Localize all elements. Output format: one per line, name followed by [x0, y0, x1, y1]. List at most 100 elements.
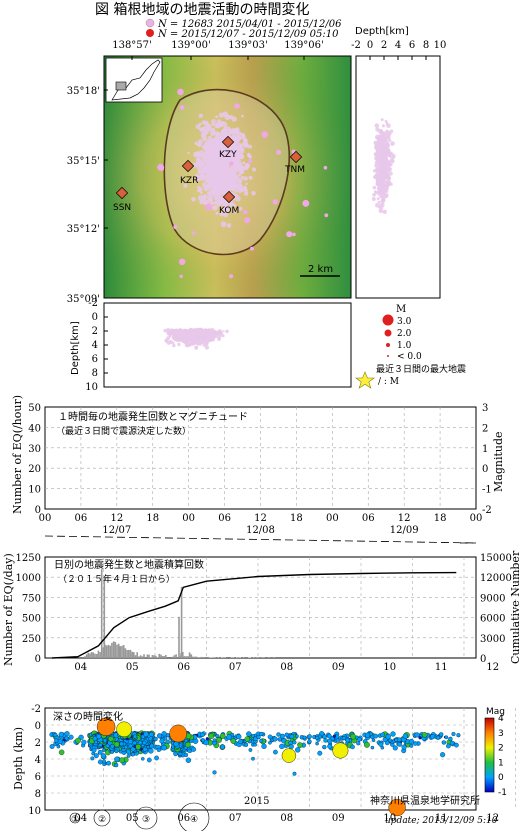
dt-ytick: 0 [35, 721, 41, 732]
daily-bar [220, 657, 223, 658]
epicenter-dot [200, 161, 205, 167]
depth-dot [390, 141, 395, 146]
right-depth-tick-label: 8 [423, 40, 429, 51]
epicenter-dot [220, 184, 227, 191]
daily-month-label: 08 [280, 662, 293, 673]
depth-dot [189, 332, 192, 335]
zoom-connector [44, 535, 477, 544]
epicenter-dot [232, 176, 238, 182]
quake-point [106, 760, 111, 766]
epicenter-dot [203, 130, 208, 135]
epicenter-dot [212, 185, 215, 188]
hourly-y2label: Magnitude [492, 431, 505, 492]
quake-point [91, 751, 95, 756]
depth-dot [205, 329, 208, 332]
hourly-xtick: 18 [290, 513, 303, 524]
size-legend-label: ③ [142, 815, 150, 825]
depth-dot [193, 336, 197, 341]
daily-bar [99, 652, 101, 658]
quake-point [97, 759, 103, 765]
epicenter-dot [210, 172, 215, 177]
quake-point [173, 751, 178, 757]
depth-dot [185, 340, 188, 343]
svg-text:2.0: 2.0 [397, 329, 412, 339]
epicenter-dot [217, 173, 222, 179]
colorbar-tick: 4 [498, 714, 504, 724]
epicenter-dot [224, 163, 228, 167]
depth-dot [191, 340, 197, 346]
epicenter-dot [196, 152, 202, 158]
hourly-y2tick: -1 [482, 485, 492, 496]
epicenter-dot [286, 231, 293, 238]
depth-dot [388, 171, 393, 176]
legend-line-background: N = 12683 2015/04/01 - 2015/12/06 [157, 19, 342, 30]
daily-bar [131, 651, 133, 658]
epicenter-dot [196, 143, 200, 146]
daily-y2label: Cumulative Number [509, 550, 522, 664]
depth-dot [163, 328, 168, 333]
epicenter-dot [226, 148, 230, 153]
epicenter-dot [244, 217, 251, 224]
depth-dot [196, 342, 200, 346]
daily-bar [171, 656, 174, 658]
quake-point [159, 738, 165, 744]
dt-ytick: 2 [35, 738, 41, 749]
daily-bar [114, 642, 117, 658]
daily-bar [122, 645, 125, 658]
epicenter-dot [226, 168, 233, 175]
svg-text:/ : M: / : M [378, 377, 399, 387]
daily-y2tick: 9000 [480, 593, 505, 604]
daily-month-label: 06 [177, 662, 190, 673]
quake-point [440, 752, 446, 758]
daily-bar [94, 653, 96, 658]
epicenter-dot [238, 153, 245, 160]
mag-legend-title: M [396, 304, 406, 315]
quake-point [230, 738, 237, 744]
right-depth-tick-label: 6 [409, 40, 415, 51]
daily-month-label: 07 [229, 662, 242, 673]
colorbar-tick: 3 [498, 729, 504, 739]
epicenter-dot [207, 128, 211, 132]
epicenter-dot [213, 201, 216, 205]
hourly-ytick: 20 [28, 464, 41, 475]
epicenter-dot [213, 205, 218, 210]
map-axis-labels: 138°57' 139°00' 139°03' 139°06' 35°18' 35°15'… [67, 40, 324, 305]
epicenter-dot [198, 187, 202, 192]
bottom-depth-tick-label: 8 [92, 368, 98, 379]
depth-dot [188, 343, 192, 347]
quake-point-large [169, 724, 187, 743]
depth-dot [164, 338, 169, 343]
daily-bar [175, 654, 177, 658]
epicenter-dot [207, 196, 213, 202]
quake-point [273, 749, 278, 755]
quake-point [363, 741, 370, 748]
quake-point [64, 731, 70, 737]
daily-month-label: 05 [126, 662, 139, 673]
right-depth-tick-label: 2 [381, 40, 387, 51]
quake-point [448, 736, 453, 742]
daily-bar [106, 645, 108, 658]
dt-ytick: 4 [35, 755, 41, 766]
quake-point [205, 737, 209, 741]
lon-tick-label: 139°03' [228, 40, 268, 51]
quake-point [110, 749, 115, 754]
quake-point [183, 752, 189, 758]
epicenter-dot [250, 246, 254, 251]
hourly-title: １時間毎の地震発生回数とマグニチュード [58, 410, 248, 423]
station-kom-label: KOM [219, 206, 239, 216]
epicenter-dot [196, 164, 202, 170]
epicenter-dot [213, 196, 217, 200]
quake-point [149, 743, 155, 749]
hourly-ylabel: Number of EQ(/hour) [11, 395, 24, 514]
station-tnm-label: TNM [284, 165, 305, 175]
quake-point [297, 742, 303, 748]
size-legend-circle [69, 812, 81, 824]
depth-dot [374, 163, 379, 168]
epicenter-dot [179, 258, 186, 265]
daily-bar [143, 654, 145, 658]
epicenter-dot [242, 161, 246, 165]
quake-point [244, 736, 251, 742]
quake-point [259, 731, 264, 736]
depth-dot [374, 190, 377, 193]
epicenter-dot [218, 200, 223, 205]
